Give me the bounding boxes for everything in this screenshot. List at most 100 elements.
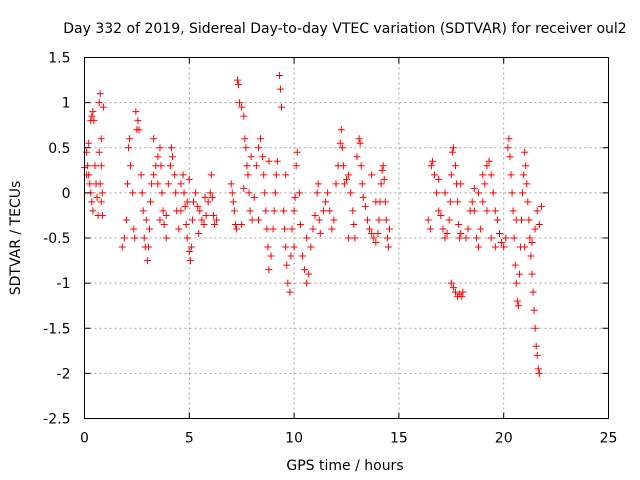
data-point [180, 189, 188, 197]
data-point [183, 234, 191, 242]
data-point [303, 279, 311, 287]
y-tick-label: -1 [57, 276, 71, 292]
data-point [131, 234, 139, 242]
data-point [524, 198, 532, 206]
data-point [522, 162, 530, 170]
data-point [238, 103, 246, 111]
data-point [202, 211, 210, 219]
data-point [447, 279, 455, 287]
data-point [201, 193, 209, 201]
x-tick-label: 5 [185, 431, 194, 447]
data-point [278, 103, 286, 111]
data-point [154, 180, 162, 188]
data-point [195, 229, 203, 237]
data-point [167, 144, 175, 152]
data-point [489, 189, 497, 197]
data-point [98, 211, 106, 219]
data-point [88, 112, 96, 120]
data-point [435, 207, 443, 215]
data-point [528, 270, 536, 278]
x-tick-label: 10 [285, 431, 303, 447]
data-point [535, 369, 543, 377]
data-point [447, 171, 455, 179]
data-point [520, 171, 528, 179]
data-point [196, 207, 204, 215]
data-point [527, 252, 535, 260]
data-point [204, 198, 212, 206]
x-tick-label: 15 [390, 431, 408, 447]
chart-title: Day 332 of 2019, Sidereal Day-to-day VTE… [63, 21, 626, 37]
data-point [351, 234, 359, 242]
data-point [515, 270, 523, 278]
data-point [493, 216, 501, 224]
data-point [446, 198, 454, 206]
data-point [238, 220, 246, 228]
data-point [457, 180, 465, 188]
data-point [472, 234, 480, 242]
data-point [483, 207, 491, 215]
data-point [504, 144, 512, 152]
data-point [244, 171, 252, 179]
data-point [530, 306, 538, 314]
data-point [288, 225, 296, 233]
data-point [357, 162, 365, 170]
data-point [90, 117, 98, 125]
data-point [88, 198, 96, 206]
data-point [512, 279, 520, 287]
data-point [162, 211, 170, 219]
data-point [487, 234, 495, 242]
data-point [340, 180, 348, 188]
data-point [372, 198, 380, 206]
data-point [319, 207, 327, 215]
data-point [265, 266, 273, 274]
data-point [97, 198, 105, 206]
data-point [305, 270, 313, 278]
data-point [479, 198, 487, 206]
data-point [502, 234, 510, 242]
data-point [140, 234, 148, 242]
data-point [535, 220, 543, 228]
data-point [426, 225, 434, 233]
data-point [519, 189, 527, 197]
data-point [332, 180, 340, 188]
y-tick-label: 0 [62, 186, 71, 202]
data-point [424, 216, 432, 224]
data-point [290, 243, 298, 251]
data-point [437, 211, 445, 219]
data-point [123, 180, 131, 188]
x-tick-label: 25 [600, 431, 618, 447]
data-point [298, 252, 306, 260]
data-point [296, 220, 304, 228]
data-point [177, 180, 185, 188]
data-point [254, 144, 262, 152]
data-point [309, 225, 317, 233]
data-point [207, 171, 215, 179]
data-point [236, 99, 244, 107]
data-point [200, 220, 208, 228]
data-point [454, 198, 462, 206]
data-point [232, 225, 240, 233]
data-point [247, 153, 255, 161]
data-point [130, 225, 138, 233]
data-point [129, 189, 137, 197]
data-point [156, 144, 164, 152]
data-point [338, 144, 346, 152]
data-point [198, 216, 206, 224]
data-point [260, 171, 268, 179]
data-point [328, 225, 336, 233]
data-point [441, 234, 449, 242]
data-point [445, 216, 453, 224]
data-point [470, 207, 478, 215]
data-point [172, 189, 180, 197]
data-point [150, 171, 158, 179]
data-point [358, 180, 366, 188]
data-point [330, 216, 338, 224]
data-point [135, 126, 143, 134]
data-point [511, 261, 519, 269]
data-point [347, 189, 355, 197]
x-axis-title: GPS time / hours [286, 458, 403, 474]
data-point [533, 207, 541, 215]
data-point [529, 288, 537, 296]
data-point [93, 193, 101, 201]
data-point [451, 288, 459, 296]
